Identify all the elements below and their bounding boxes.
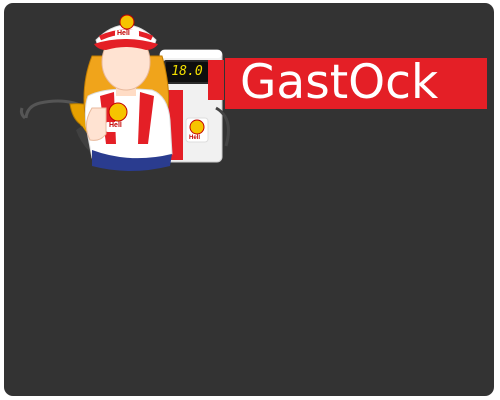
brand-banner	[225, 58, 487, 109]
cap-badge-text: Hell	[117, 30, 130, 37]
gas-station-attendant-icon	[83, 14, 173, 171]
pump-display: 18.0	[171, 64, 203, 79]
fuel-pump-icon	[159, 49, 230, 163]
brand-title: GastOck	[240, 55, 439, 110]
shirt-badge-text: Hell	[109, 122, 122, 129]
pump-badge-text: Hell	[189, 135, 201, 141]
